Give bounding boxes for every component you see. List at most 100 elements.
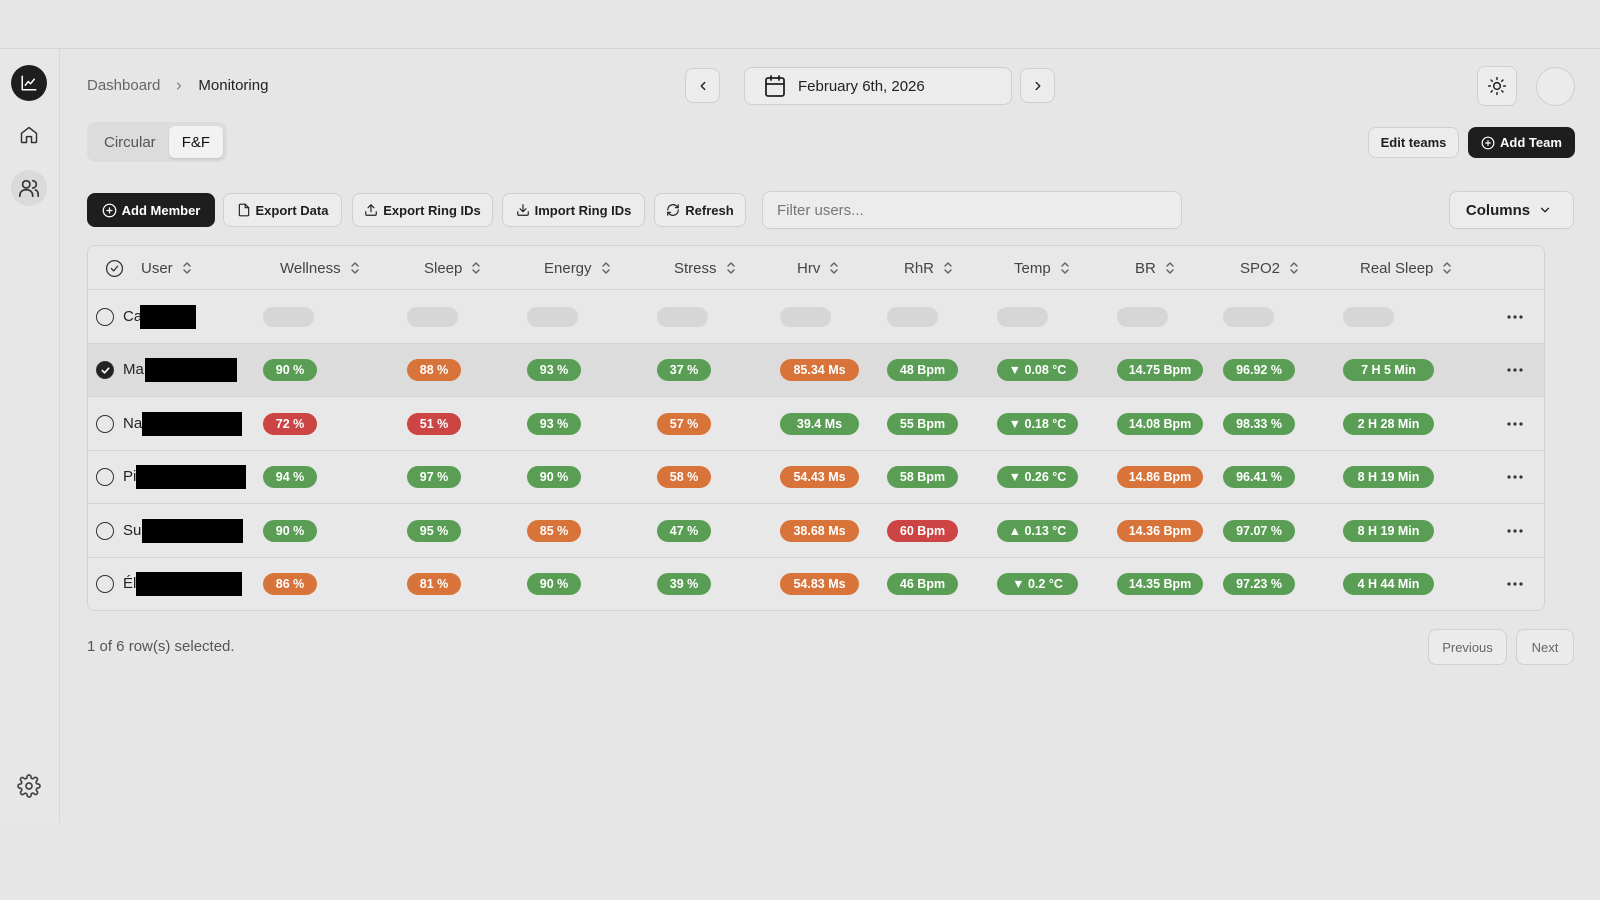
row-select-checkbox[interactable] <box>96 468 114 487</box>
export-ring-ids-button[interactable]: Export Ring IDs <box>352 193 493 227</box>
next-day-button[interactable] <box>1020 68 1055 103</box>
table-row[interactable]: Pi 94 % 97 % 90 % 58 % 54.43 Ms 58 Bpm ▼ 0.26 °… <box>88 451 1544 504</box>
metric-badge-br: 14.08 Bpm <box>1117 412 1203 435</box>
row-actions-button[interactable] <box>1502 307 1528 327</box>
column-header-hrv[interactable]: Hrv <box>797 246 839 290</box>
column-header-real-sleep[interactable]: Real Sleep <box>1360 246 1452 290</box>
more-horizontal-icon <box>1507 315 1523 319</box>
sort-icon <box>601 262 610 274</box>
metric-badge-sleep: 95 % <box>407 519 461 542</box>
chevron-left-icon <box>700 81 705 90</box>
filter-users-input[interactable] <box>762 191 1182 229</box>
breadcrumb-dashboard-link[interactable]: Dashboard <box>87 77 161 94</box>
column-header-label: RhR <box>904 259 935 277</box>
metric-badge-rhr: 55 Bpm <box>887 412 958 435</box>
sidebar-item-users[interactable] <box>11 170 47 206</box>
row-select-checkbox[interactable] <box>96 307 114 326</box>
row-actions-button[interactable] <box>1502 521 1528 541</box>
metric-badge-energy: 85 % <box>527 519 581 542</box>
column-header-wellness[interactable]: Wellness <box>280 246 360 290</box>
column-header-label: Sleep <box>424 259 463 277</box>
column-header-rhr[interactable]: RhR <box>904 246 953 290</box>
users-icon <box>19 179 39 198</box>
column-header-br[interactable]: BR <box>1135 246 1175 290</box>
add-member-button[interactable]: Add Member <box>87 193 215 227</box>
edit-teams-button[interactable]: Edit teams <box>1368 127 1459 158</box>
row-actions-button[interactable] <box>1502 360 1528 380</box>
team-tabs: Circular F&F <box>87 122 228 162</box>
breadcrumb: Dashboard Monitoring <box>87 77 268 94</box>
chevron-right-icon <box>173 80 185 92</box>
download-icon <box>516 204 529 216</box>
loading-skeleton <box>1223 306 1274 327</box>
chevron-down-icon <box>1540 207 1550 213</box>
column-header-label: SPO2 <box>1240 259 1281 277</box>
plus-circle-icon <box>102 203 116 217</box>
refresh-button[interactable]: Refresh <box>654 193 746 227</box>
row-select-checkbox[interactable] <box>96 521 114 540</box>
row-actions-button[interactable] <box>1502 414 1528 434</box>
row-select-checkbox[interactable] <box>96 361 114 380</box>
metric-badge-br: 14.75 Bpm <box>1117 359 1203 382</box>
table-row[interactable]: Ca <box>88 290 1544 344</box>
sidebar <box>0 49 60 823</box>
add-team-label: Add Team <box>1500 135 1562 150</box>
column-header-spo2[interactable]: SPO2 <box>1240 246 1299 290</box>
row-actions-button[interactable] <box>1502 467 1528 487</box>
user-name: Ma <box>123 361 144 379</box>
metric-badge-rhr: 60 Bpm <box>887 519 958 542</box>
metric-badge-real-sleep: 8 H 19 Min <box>1343 519 1434 542</box>
column-header-label: Wellness <box>280 259 341 277</box>
export-data-button[interactable]: Export Data <box>223 193 342 227</box>
metric-badge-real-sleep: 2 H 28 Min <box>1343 412 1434 435</box>
loading-skeleton <box>527 306 578 327</box>
tab-f-and-f[interactable]: F&F <box>168 126 224 158</box>
columns-dropdown[interactable]: Columns <box>1449 191 1574 229</box>
settings-button[interactable] <box>17 774 41 798</box>
metric-badge-temp: ▼ 0.08 °C <box>997 359 1078 382</box>
import-ring-ids-button[interactable]: Import Ring IDs <box>502 193 645 227</box>
sidebar-item-home[interactable] <box>11 117 47 153</box>
previous-day-button[interactable] <box>685 68 720 103</box>
select-all-checkbox[interactable] <box>96 246 124 290</box>
members-table: User Wellness Sleep Energy Stress Hrv RhR Temp B… <box>87 245 1545 611</box>
more-horizontal-icon <box>1507 475 1523 479</box>
next-page-button[interactable]: Next <box>1516 629 1574 665</box>
redacted-name-block <box>145 358 237 383</box>
add-team-button[interactable]: Add Team <box>1468 127 1575 158</box>
sort-icon <box>830 262 839 274</box>
column-header-stress[interactable]: Stress <box>674 246 736 290</box>
sidebar-item-analytics[interactable] <box>11 65 47 101</box>
metric-badge-temp: ▼ 0.2 °C <box>997 573 1078 596</box>
previous-page-button[interactable]: Previous <box>1428 629 1507 665</box>
column-header-energy[interactable]: Energy <box>544 246 611 290</box>
row-select-checkbox[interactable] <box>96 414 114 433</box>
sort-icon <box>1443 262 1452 274</box>
metric-badge-stress: 39 % <box>657 573 711 596</box>
date-picker[interactable]: February 6th, 2026 <box>744 67 1012 105</box>
row-actions-button[interactable] <box>1502 574 1528 594</box>
loading-skeleton <box>1343 306 1394 327</box>
avatar[interactable] <box>1536 67 1575 106</box>
table-row[interactable]: Su 90 % 95 % 85 % 47 % 38.68 Ms 60 Bpm ▲ 0.13 °… <box>88 504 1544 558</box>
column-header-temp[interactable]: Temp <box>1014 246 1070 290</box>
tab-circular[interactable]: Circular <box>104 133 156 151</box>
metric-badge-wellness: 86 % <box>263 573 317 596</box>
metric-badge-energy: 93 % <box>527 412 581 435</box>
check-icon <box>100 367 110 374</box>
metric-badge-temp: ▲ 0.13 °C <box>997 519 1078 542</box>
row-select-checkbox[interactable] <box>96 575 114 594</box>
sort-icon <box>350 262 359 274</box>
table-row[interactable]: Na 72 % 51 % 93 % 57 % 39.4 Ms 55 Bpm ▼ 0.18 °C… <box>88 397 1544 451</box>
sort-icon <box>944 262 952 274</box>
metric-badge-sleep: 81 % <box>407 573 461 596</box>
theme-toggle-button[interactable] <box>1477 66 1517 106</box>
sort-icon <box>1290 262 1298 274</box>
table-row[interactable]: Él 86 % 81 % 90 % 39 % 54.83 Ms 46 Bpm ▼ 0.2 °C… <box>88 558 1544 611</box>
column-header-user[interactable]: User <box>141 246 192 290</box>
calendar-icon <box>765 75 785 97</box>
refresh-icon <box>667 204 680 216</box>
export-data-label: Export Data <box>255 202 329 218</box>
table-row[interactable]: Ma 90 % 88 % 93 % 37 % 85.34 Ms 48 Bpm ▼ 0.08 °… <box>88 343 1544 397</box>
column-header-sleep[interactable]: Sleep <box>424 246 481 290</box>
